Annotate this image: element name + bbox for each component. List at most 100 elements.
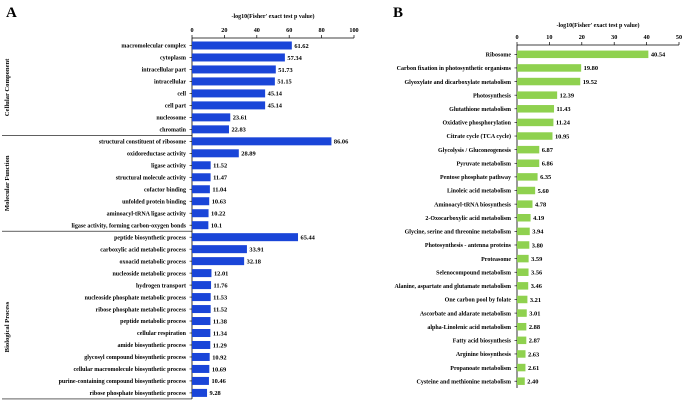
data-label: 57.34 — [287, 55, 302, 62]
category-label: Pentose phosphate pathway — [440, 175, 511, 181]
category-label: Aminoacyl-tRNA biosynthesis — [434, 202, 512, 208]
category-label: Oxidative phosphorylation — [442, 121, 511, 127]
data-label: 10.69 — [212, 366, 226, 373]
bar — [192, 149, 239, 158]
category-label: cytoplasm — [160, 56, 186, 62]
data-label: 33.91 — [249, 246, 263, 253]
category-label: Fatty acid biosynthesis — [453, 339, 512, 345]
bar — [517, 322, 527, 331]
category-label: cellular respiration — [137, 331, 187, 337]
category-label: Ascorbate and aldarate metabolism — [420, 311, 511, 317]
x-tick-label: 40 — [254, 27, 260, 34]
category-label: Ribosome — [486, 53, 512, 59]
category-label: aminoacyl-tRNA ligase activity — [107, 211, 186, 217]
bar — [517, 377, 525, 385]
bar — [192, 281, 212, 290]
category-label: ligase activity — [151, 163, 186, 169]
category-label: amide biosynthetic process — [117, 343, 186, 349]
bar — [192, 41, 292, 50]
data-label: 45.14 — [268, 103, 283, 110]
bar — [192, 233, 299, 242]
category-label: hydrogen transport — [136, 283, 186, 289]
category-label: One carbon pool by folate — [445, 298, 512, 304]
category-label: peptide metabolic process — [120, 319, 187, 325]
data-label: 11.47 — [213, 175, 228, 182]
data-label: 19.80 — [584, 65, 598, 72]
category-label: cell — [177, 92, 186, 98]
category-label: Cysteine and methionine metabolism — [417, 379, 512, 385]
data-label: 61.62 — [294, 43, 308, 50]
bar — [517, 118, 554, 127]
x-tick-label: 10 — [546, 34, 552, 41]
data-label: 32.18 — [247, 258, 261, 265]
bar — [192, 317, 211, 326]
data-label: 11.52 — [213, 163, 227, 170]
group-label: Molecular Function — [4, 155, 11, 211]
category-label: Glutathione metabolism — [449, 107, 511, 113]
data-label: 5.60 — [538, 188, 549, 195]
data-label: 2.87 — [529, 338, 541, 345]
category-label: Proteasome — [481, 257, 511, 263]
x-tick-label: 0 — [190, 27, 193, 34]
bar — [517, 241, 530, 249]
category-label: peptide biosynthetic process — [114, 235, 187, 241]
category-label: Photosynthesis — [473, 93, 512, 99]
x-tick-label: 30 — [611, 34, 617, 41]
category-label: chromatin — [159, 128, 186, 134]
data-label: 11.34 — [213, 330, 228, 337]
bar — [192, 173, 211, 182]
x-tick-label: 20 — [579, 34, 585, 41]
panel-b: B -log10(Fisher' exact test p value) 0 10 20… — [393, 5, 682, 388]
category-label: Glycine, serine and threonine metabolism — [405, 230, 511, 236]
category-label: intracellular — [154, 80, 186, 86]
data-label: 11.24 — [556, 120, 571, 127]
category-label: structural molecule activity — [116, 175, 186, 181]
x-tick-label: 40 — [644, 34, 650, 41]
bar — [517, 268, 529, 276]
category-label: Propanoate metabolism — [450, 366, 511, 372]
data-label: 11.52 — [213, 306, 227, 313]
bar — [192, 89, 266, 98]
data-label: 51.73 — [278, 67, 292, 74]
category-label: glycosyl compound biosynthetic process — [84, 355, 186, 361]
panel-a: A -log10(Fisher' exact test p value) 0 20 40… — [2, 5, 359, 400]
group-label: Cellular Component — [4, 58, 11, 116]
bar — [517, 91, 558, 99]
data-label: 2.61 — [528, 365, 539, 372]
data-label: 2.40 — [527, 378, 538, 385]
category-label: nucleosome — [156, 116, 186, 122]
category-label: ribose phosphate metabolic process — [96, 307, 187, 313]
data-label: 86.06 — [334, 139, 349, 146]
data-label: 6.86 — [542, 161, 554, 168]
bar — [192, 245, 247, 254]
data-label: 3.56 — [531, 270, 543, 277]
bar — [517, 350, 526, 358]
category-label: Alanine, aspartate and glutamate metabol… — [395, 284, 512, 290]
category-label: oxoacid metabolic process — [119, 259, 186, 265]
bar — [192, 197, 210, 206]
category-label: Photosynthesis - antenna proteins — [425, 243, 512, 249]
bar — [192, 352, 210, 361]
data-label: 10.46 — [211, 378, 226, 385]
bar — [192, 137, 332, 146]
bar — [517, 282, 529, 290]
category-label: Glycolysis / Gluconeogenesis — [438, 148, 512, 154]
category-label: oxidoreductase activity — [127, 152, 186, 158]
data-label: 3.21 — [530, 297, 541, 304]
category-label: purine-containing compound biosynthetic … — [59, 379, 187, 385]
bar — [192, 269, 212, 278]
x-tick-label: 0 — [515, 34, 518, 41]
category-label: unfolded protein binding — [122, 199, 186, 205]
bar — [517, 159, 540, 168]
data-label: 11.76 — [214, 282, 229, 289]
data-label: 3.46 — [531, 283, 543, 290]
bar — [192, 388, 208, 397]
bar — [192, 125, 229, 134]
bar — [517, 64, 582, 72]
category-label: Linoleic acid metabolism — [447, 189, 511, 195]
x-axis-title: -log10(Fisher' exact test p value) — [557, 22, 640, 29]
category-label: nucleoside metabolic process — [112, 271, 186, 277]
data-label: 12.39 — [560, 92, 574, 99]
data-label: 10.63 — [212, 199, 226, 206]
x-tick-label: 50 — [676, 34, 682, 41]
